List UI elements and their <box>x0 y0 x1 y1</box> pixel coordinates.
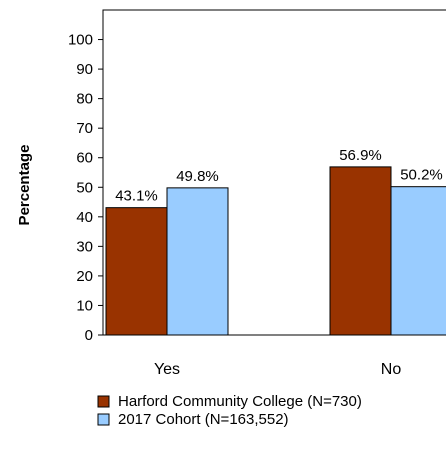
x-axis: Yes No <box>154 361 401 378</box>
plot-frame <box>102 9 446 336</box>
bar-yes-series-2 <box>166 187 229 336</box>
y-tick-label: 90 <box>76 61 93 78</box>
bars <box>105 166 446 336</box>
y-tick-label: 60 <box>76 150 93 167</box>
y-tick-label: 0 <box>85 327 93 344</box>
legend: Harford Community College (N=730)2017 Co… <box>97 393 362 428</box>
data-label: 43.1% <box>115 188 158 205</box>
bar-no-series-2 <box>390 186 446 336</box>
data-label: 50.2% <box>400 167 443 184</box>
y-tick-label: 80 <box>76 91 93 108</box>
data-label: 49.8% <box>176 168 219 185</box>
legend-label: 2017 Cohort (N=163,552) <box>118 411 289 428</box>
y-tick-label: 30 <box>76 238 93 255</box>
y-tick-label: 50 <box>76 179 93 196</box>
legend-swatch <box>97 395 110 408</box>
y-tick-label: 20 <box>76 268 93 285</box>
bar-yes-series-1 <box>105 207 168 336</box>
plot-area-border <box>102 9 446 336</box>
y-tick-label: 40 <box>76 209 93 226</box>
category-label: Yes <box>154 361 180 378</box>
y-tick-label: 100 <box>68 32 93 49</box>
legend-swatch <box>97 413 110 426</box>
category-label: No <box>381 361 402 378</box>
legend-label: Harford Community College (N=730) <box>118 393 362 410</box>
y-tick-label: 70 <box>76 120 93 137</box>
data-labels: 43.1% 49.8% 56.9% 50.2% <box>115 147 443 205</box>
y-axis: 0 10 20 30 40 50 60 70 80 90 100 <box>68 32 103 344</box>
y-axis-label: Percentage <box>16 145 33 226</box>
y-tick-label: 10 <box>76 297 93 314</box>
bar-no-series-1 <box>329 166 392 336</box>
data-label: 56.9% <box>339 147 382 164</box>
